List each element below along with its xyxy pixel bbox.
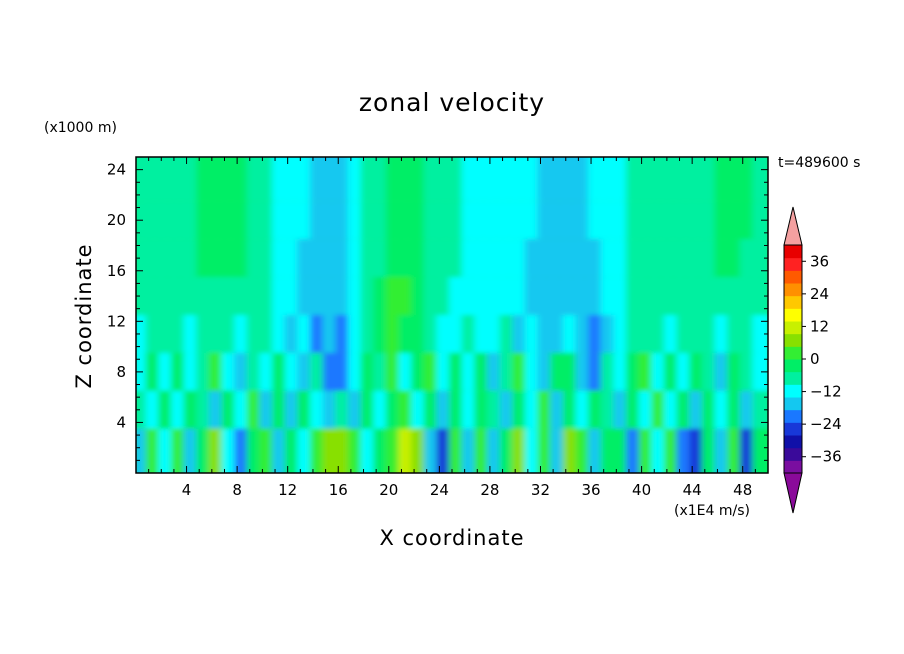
colorbar-swatch	[784, 257, 802, 271]
colorbar-swatch	[784, 295, 802, 309]
colorbar-swatch	[784, 321, 802, 335]
velocity-field	[136, 157, 768, 473]
colorbar-swatch	[784, 371, 802, 385]
colorbar-swatch	[784, 359, 802, 373]
field-cell	[752, 352, 768, 391]
colorbar-swatch	[784, 409, 802, 423]
x-tick-label: 44	[683, 481, 702, 499]
chart-title: zonal velocity	[358, 88, 546, 117]
colorbar-swatch	[784, 346, 802, 360]
colorbar-over-arrow	[783, 206, 803, 246]
colorbar-tick-label: −36	[810, 448, 842, 466]
x-tick-label: 4	[182, 481, 192, 499]
colorbar-tick-label: 36	[810, 252, 829, 270]
x-axis: 4 8 12 16 20 24 28 32 36 40 44 48	[148, 157, 756, 499]
y-tick-label: 4	[116, 413, 126, 431]
colorbar-tick-label: −12	[810, 383, 842, 401]
x-tick-label: 16	[329, 481, 348, 499]
colorbar-tick-label: 12	[810, 317, 829, 335]
x-tick-label: 20	[379, 481, 398, 499]
x-tick-label: 36	[581, 481, 600, 499]
field-cell	[752, 428, 768, 473]
colorbar-swatch	[784, 283, 802, 297]
field-cell	[752, 277, 768, 315]
colorbar-tick-label: 24	[810, 285, 829, 303]
colorbar-swatch	[784, 435, 802, 449]
colorbar-swatch	[784, 397, 802, 411]
field-cell	[752, 157, 768, 202]
z-unit-label: (x1000 m)	[44, 120, 117, 136]
x-tick-label: 24	[430, 481, 449, 499]
x-tick-label: 12	[278, 481, 297, 499]
y-tick-label: 8	[116, 363, 126, 381]
field-cell	[752, 315, 768, 353]
time-label: t=489600 s	[778, 155, 861, 171]
x-tick-label: 40	[632, 481, 651, 499]
x-tick-label: 48	[733, 481, 752, 499]
x-axis-label: X coordinate	[379, 526, 525, 550]
colorbar-tick-label: 0	[810, 350, 820, 368]
y-tick-label: 20	[107, 211, 126, 229]
field-cell	[752, 239, 768, 278]
colorbar-under-arrow	[783, 472, 803, 514]
colorbar-swatch	[784, 333, 802, 347]
colorbar-swatch	[784, 270, 802, 284]
field-cell	[752, 201, 768, 240]
x-unit-label: (x1E4 m/s)	[674, 503, 750, 519]
y-tick-label: 12	[107, 312, 126, 330]
y-tick-label: 16	[107, 262, 126, 280]
x-tick-label: 28	[480, 481, 499, 499]
colorbar-swatch	[784, 245, 802, 259]
colorbar-swatch	[784, 460, 802, 474]
colorbar-tick-label: −24	[810, 415, 842, 433]
colorbar-swatch	[784, 447, 802, 461]
colorbar: 36 24 12 0 −12 −24 −36	[783, 206, 842, 514]
colorbar-swatch	[784, 422, 802, 436]
y-tick-label: 24	[107, 161, 126, 179]
colorbar-swatch	[784, 384, 802, 398]
field-cell	[752, 390, 768, 429]
x-tick-label: 8	[232, 481, 242, 499]
x-tick-label: 32	[531, 481, 550, 499]
colorbar-swatch	[784, 308, 802, 322]
y-axis: 4 8 12 16 20 24	[107, 161, 768, 461]
